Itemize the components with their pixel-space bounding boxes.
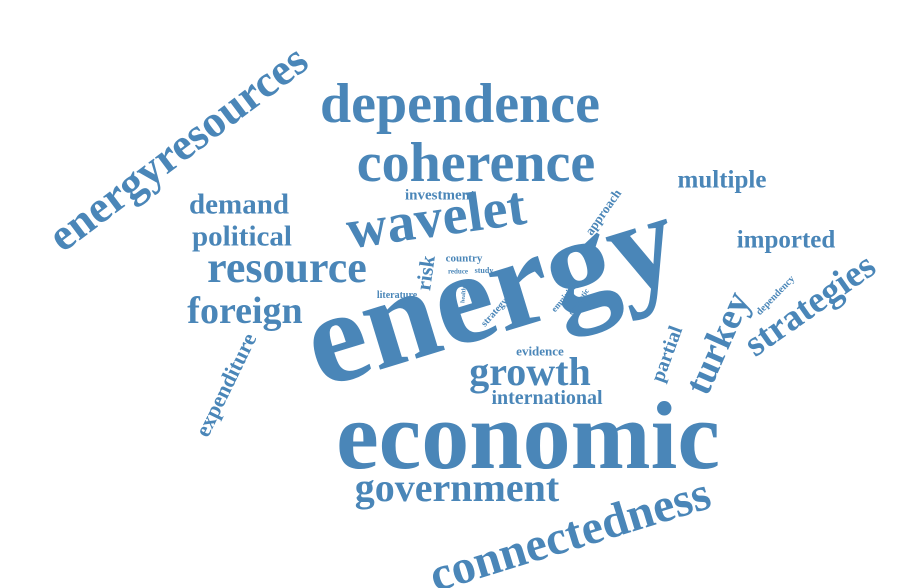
word-government: government	[354, 465, 560, 510]
word-expenditure: expenditure	[189, 328, 262, 441]
word-economic: economic	[336, 382, 720, 489]
word-risk: risk	[411, 253, 440, 292]
word-literature: literature	[376, 290, 418, 301]
word-evidence: evidence	[516, 343, 564, 359]
word-reduce: reduce	[447, 267, 469, 276]
word-coherence: coherence	[356, 132, 596, 194]
word-international: international	[491, 387, 603, 409]
word-growth: growth	[469, 349, 591, 394]
word-demand: demand	[189, 188, 289, 221]
word-country: country	[445, 252, 483, 265]
word-study: study	[474, 266, 494, 275]
word-investment: investment	[405, 187, 475, 204]
word-political: political	[192, 220, 292, 253]
word-resource: resource	[207, 243, 367, 292]
word-multiple: multiple	[677, 166, 767, 194]
word-dependence: dependence	[320, 73, 600, 135]
word-foreign: foreign	[187, 290, 303, 332]
word-imported: imported	[736, 226, 836, 254]
